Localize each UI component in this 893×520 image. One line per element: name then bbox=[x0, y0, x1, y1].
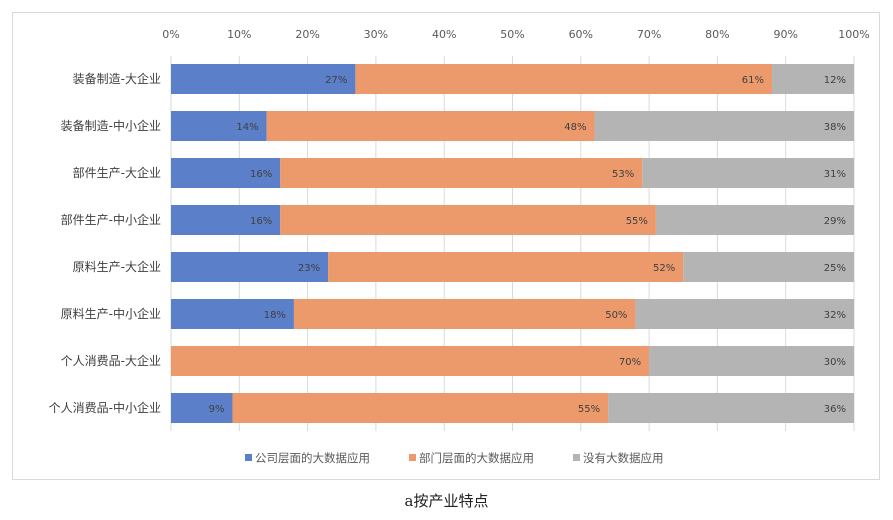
data-label: 31% bbox=[824, 169, 846, 180]
data-label: 61% bbox=[742, 75, 764, 86]
bar-segment bbox=[594, 111, 854, 141]
data-label: 23% bbox=[298, 263, 320, 274]
x-tick-label: 20% bbox=[295, 28, 319, 41]
legend-label: 公司层面的大数据应用 bbox=[255, 451, 370, 465]
category-label: 个人消费品-中小企业 bbox=[49, 400, 161, 415]
x-tick-label: 90% bbox=[773, 28, 797, 41]
bar-segment bbox=[171, 252, 329, 282]
bar-segment bbox=[683, 252, 854, 282]
category-label: 部件生产-大企业 bbox=[73, 165, 161, 180]
x-tick-label: 80% bbox=[705, 28, 729, 41]
bar-segment bbox=[608, 393, 854, 423]
data-label: 25% bbox=[824, 263, 846, 274]
data-label: 9% bbox=[209, 404, 225, 415]
x-tick-label: 30% bbox=[364, 28, 388, 41]
category-label: 装备制造-中小企业 bbox=[61, 118, 161, 133]
legend-swatch bbox=[573, 454, 580, 461]
data-label: 48% bbox=[564, 122, 586, 133]
x-tick-label: 100% bbox=[838, 28, 869, 41]
data-label: 50% bbox=[605, 310, 627, 321]
x-tick-label: 40% bbox=[432, 28, 456, 41]
bar-segment bbox=[171, 205, 281, 235]
legend-label: 部门层面的大数据应用 bbox=[419, 451, 534, 465]
legend-swatch bbox=[409, 454, 416, 461]
legend-label: 没有大数据应用 bbox=[583, 451, 664, 465]
bar-segment bbox=[355, 64, 773, 94]
bar-segment bbox=[772, 64, 854, 94]
data-label: 16% bbox=[250, 169, 272, 180]
bar-segment bbox=[655, 205, 854, 235]
data-label: 27% bbox=[325, 75, 347, 86]
data-label: 36% bbox=[824, 404, 846, 415]
x-tick-label: 10% bbox=[227, 28, 251, 41]
data-label: 52% bbox=[653, 263, 675, 274]
data-label: 55% bbox=[626, 216, 648, 227]
data-label: 32% bbox=[824, 310, 846, 321]
bar-segment bbox=[171, 158, 281, 188]
bar-segment bbox=[232, 393, 609, 423]
bar-segment bbox=[266, 111, 595, 141]
data-label: 53% bbox=[612, 169, 634, 180]
bar-segment bbox=[171, 346, 650, 376]
category-label: 原料生产-大企业 bbox=[73, 259, 161, 274]
stacked-bar-chart: 0% 10% 20% 30% 40% 50% 60% 70% 80% 90% 100% 装备制造-大企… bbox=[49, 28, 870, 465]
category-label: 原料生产-中小企业 bbox=[61, 306, 161, 321]
x-tick-label: 50% bbox=[500, 28, 524, 41]
figure-caption: a按产业特点 bbox=[404, 492, 489, 510]
category-label: 个人消费品-大企业 bbox=[61, 353, 161, 368]
x-tick-label: 70% bbox=[637, 28, 661, 41]
data-label: 14% bbox=[236, 122, 258, 133]
data-label: 29% bbox=[824, 216, 846, 227]
data-label: 55% bbox=[578, 404, 600, 415]
x-tick-label: 60% bbox=[569, 28, 593, 41]
bar-segment bbox=[328, 252, 684, 282]
data-label: 70% bbox=[619, 357, 641, 368]
data-label: 16% bbox=[250, 216, 272, 227]
bar-segment bbox=[171, 64, 356, 94]
bar-segment bbox=[171, 111, 267, 141]
data-label: 30% bbox=[824, 357, 846, 368]
bar-segment bbox=[293, 299, 636, 329]
category-label: 部件生产-中小企业 bbox=[61, 212, 161, 227]
bar-segment bbox=[635, 299, 854, 329]
data-label: 12% bbox=[824, 75, 846, 86]
chart-frame: 0% 10% 20% 30% 40% 50% 60% 70% 80% 90% 100% 装备制造-大企… bbox=[12, 12, 880, 480]
category-label: 装备制造-大企业 bbox=[73, 71, 161, 86]
bar-segment bbox=[649, 346, 854, 376]
bar-segment bbox=[280, 205, 656, 235]
bar-segment bbox=[642, 158, 854, 188]
bar-segment bbox=[280, 158, 643, 188]
legend-swatch bbox=[245, 454, 252, 461]
data-label: 38% bbox=[824, 122, 846, 133]
bar-segment bbox=[171, 393, 233, 423]
bar-segment bbox=[171, 299, 294, 329]
x-tick-label: 0% bbox=[162, 28, 179, 41]
data-label: 18% bbox=[264, 310, 286, 321]
